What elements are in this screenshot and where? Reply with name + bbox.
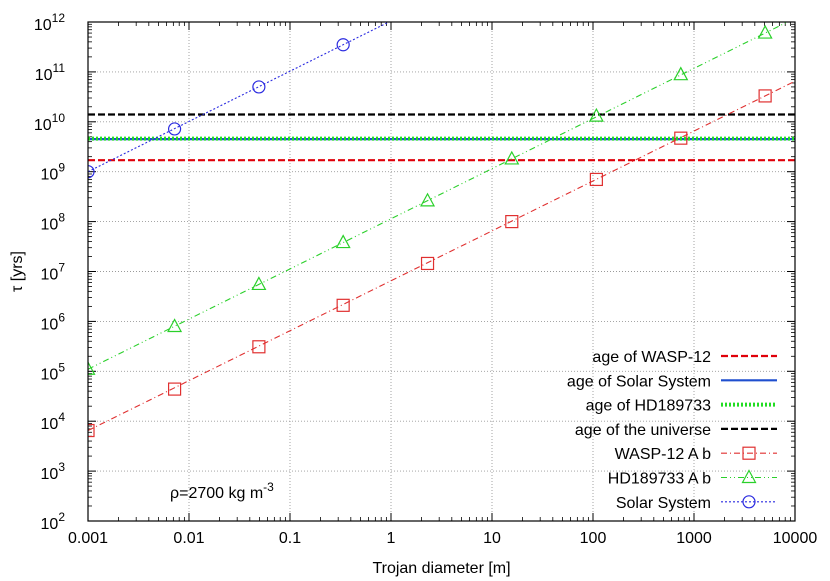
legend-label: WASP-12 A b [615,446,711,463]
x-tick-label: 1 [387,530,396,547]
data-point [167,318,183,333]
y-tick-label: 1010 [34,111,65,134]
x-tick-label: 100 [580,530,607,547]
y-tick-label: 1011 [35,61,66,84]
series-line [88,22,789,370]
data-point [336,38,350,52]
x-axis-label: Trojan diameter [m] [372,560,510,577]
y-tick-label: 105 [41,360,66,383]
legend-label: Solar System [616,495,711,512]
data-point [757,24,773,39]
x-tick-label: 0.01 [173,530,204,547]
x-axis: 0.001 0.01 0.1 1 10 100 1000 10000 [68,22,817,547]
data-point [335,234,351,249]
data-point [742,495,756,509]
data-point [88,423,95,438]
series-group [88,22,795,438]
y-tick-label: 109 [41,161,66,184]
legend: age of WASP-12 age of Solar System age of … [567,349,777,512]
legend-label: age of Solar System [567,373,711,390]
data-point [252,340,266,354]
data-point [673,66,689,81]
y-tick-label: 106 [41,310,66,333]
data-point [758,89,772,103]
data-point [167,122,182,136]
x-tick-label: 0.1 [279,530,301,547]
series [88,22,391,179]
y-axis-label: τ [yrs] [9,251,26,292]
y-tick-label: 107 [41,261,66,284]
data-point [505,215,519,229]
plot-frame [87,21,796,522]
y-tick-label: 1012 [34,11,65,34]
data-point [674,131,688,145]
y-tick-label: 104 [41,410,66,433]
data-point [252,80,266,94]
series [88,22,789,375]
y-axis: 102 103 104 105 106 107 108 109 1010 1011 1012 [34,11,795,533]
y-tick-label: 102 [41,510,66,533]
data-point [167,382,182,396]
legend-label: HD189733 A b [608,471,711,488]
y-tick-label: 108 [41,211,66,234]
data-point [589,172,603,187]
data-point [88,165,95,179]
density-annotation: ρ=2700 kg m-3 [170,480,274,502]
x-tick-label: 1000 [676,530,712,547]
data-point [588,107,604,122]
data-point [88,360,96,375]
data-point [251,276,267,291]
x-tick-label: 10000 [773,530,818,547]
legend-label: age of WASP-12 [592,349,711,366]
x-tick-label: 0.001 [68,530,108,547]
data-point [504,150,520,165]
x-tick-label: 10 [483,530,501,547]
y-tick-label: 103 [41,460,66,483]
series-line [88,80,795,432]
series [88,80,795,438]
minor-ticks [88,22,795,521]
series-line [88,22,391,173]
legend-label: age of HD189733 [586,398,712,415]
data-point [420,256,435,271]
data-point [742,446,756,460]
data-point [420,192,436,207]
data-point [741,469,757,484]
data-point [336,298,350,312]
legend-label: age of the universe [575,422,711,439]
reference-lines [88,113,795,162]
